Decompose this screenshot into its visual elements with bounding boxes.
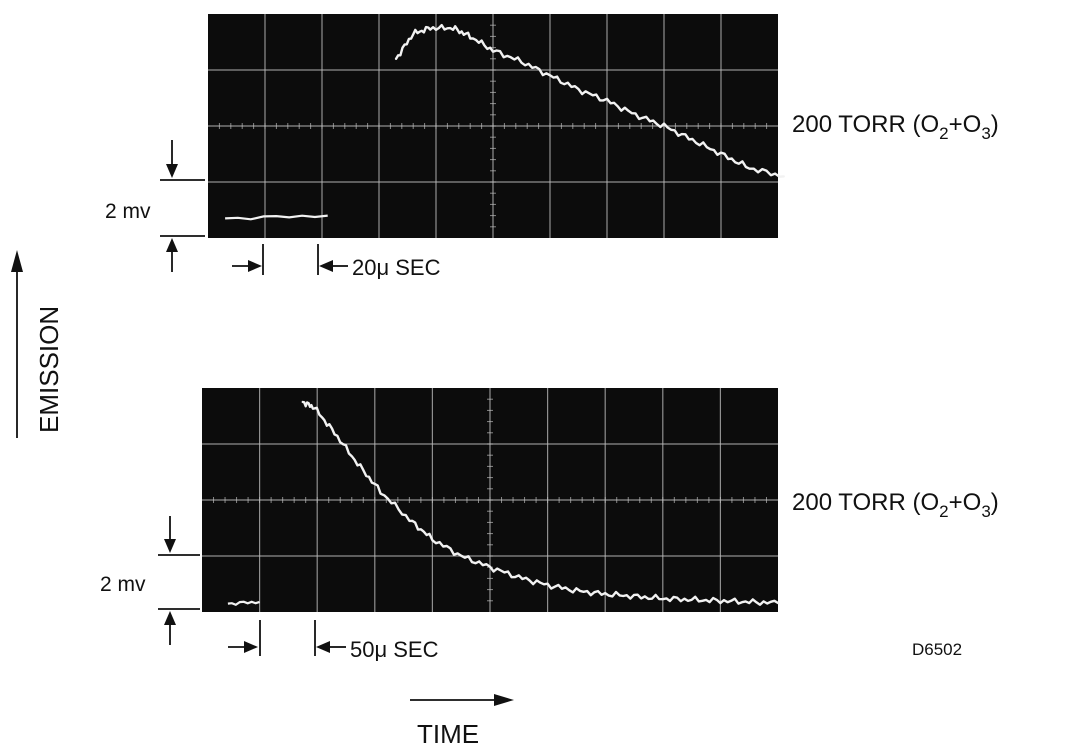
bottom-emission-trace [301,400,780,606]
time-axis: TIME [410,694,514,749]
bottom-voltage-marker [158,516,200,645]
top-emission-trace [394,23,785,178]
figure-code: D6502 [912,640,962,659]
bottom-condition-label: 200 TORR (O2+O3) [792,489,999,521]
bottom-time-label: 50μ SEC [350,637,439,662]
top-time-marker [232,244,348,275]
top-voltage-marker [160,140,205,272]
time-axis-label: TIME [417,719,479,749]
top-condition-label: 200 TORR (O2+O3) [792,111,999,143]
bottom-time-marker [228,620,346,656]
emission-axis-label: EMISSION [34,306,64,433]
bottom-baseline-trace [227,600,260,607]
bottom-panel: 2 mv 50μ SEC 200 TORR (O2+O3) D6502 [100,388,999,662]
top-panel: 2 mv 20μ SEC 200 TORR (O2+O3) [105,14,999,280]
top-voltage-label: 2 mv [105,200,151,223]
top-baseline-trace [225,214,328,221]
emission-axis: EMISSION [11,250,64,438]
top-time-label: 20μ SEC [352,255,441,280]
top-grid [208,14,778,238]
bottom-voltage-label: 2 mv [100,573,146,596]
